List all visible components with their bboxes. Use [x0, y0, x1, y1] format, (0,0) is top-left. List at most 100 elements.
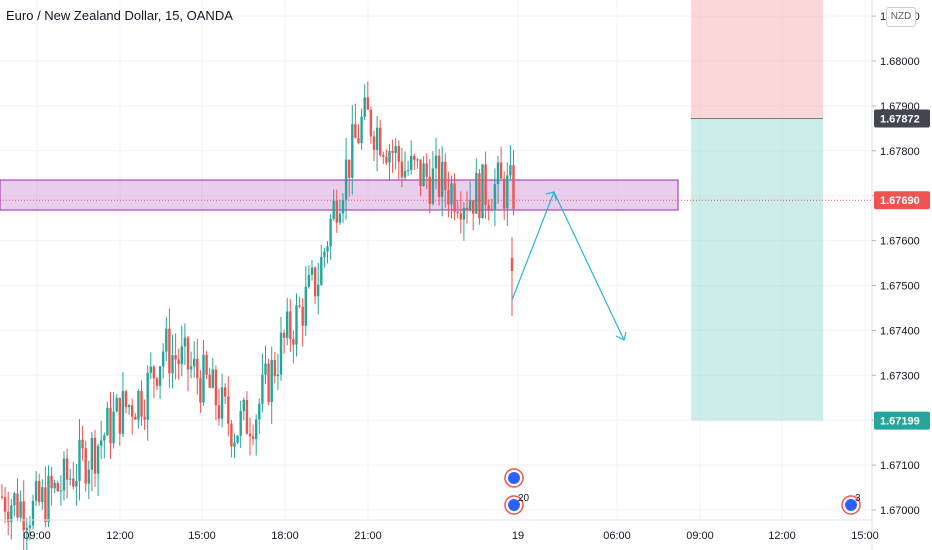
candle-body [103, 435, 106, 441]
candle-body [313, 267, 317, 297]
candle-body [304, 286, 307, 326]
x-tick-label: 15:00 [188, 530, 216, 542]
candle-body [100, 440, 103, 446]
candle-body [38, 481, 41, 503]
candle-body [233, 442, 236, 447]
candle-body [53, 482, 56, 489]
candle-body [208, 374, 211, 388]
candle-body [282, 332, 286, 338]
candle-body [509, 165, 512, 176]
candle-body [478, 173, 481, 219]
candle-body [199, 378, 202, 403]
candle-body [447, 189, 450, 205]
candle-body [394, 146, 397, 153]
candle-body [506, 175, 509, 209]
candle-body [416, 159, 419, 161]
event-markers: 20 3 [504, 468, 861, 515]
candle-body [351, 124, 354, 178]
candle-body [50, 475, 53, 489]
y-tick-label: 1.67300 [880, 370, 920, 382]
candle-body [335, 200, 338, 223]
candle-body [317, 284, 320, 297]
candle-body [354, 124, 357, 139]
candle-body [434, 155, 438, 169]
candle-body [220, 387, 224, 419]
price-label-box [874, 109, 930, 128]
candle-body [267, 363, 270, 403]
candle-body [255, 419, 258, 440]
candle-body [171, 355, 174, 374]
candle-body [425, 163, 428, 177]
candle-body [295, 305, 298, 345]
candle-body [56, 482, 59, 492]
candle-body [149, 366, 152, 373]
price-label-box [874, 191, 930, 210]
candle-body [468, 200, 472, 210]
candle-body [375, 127, 379, 150]
candle-body [127, 405, 131, 408]
candle-body [456, 211, 459, 214]
resistance-zone[interactable] [0, 179, 679, 211]
candle-body [96, 445, 100, 474]
candle-body [118, 397, 121, 434]
candle-body [217, 405, 221, 419]
candle-body [406, 170, 410, 172]
candle-body [152, 366, 156, 379]
candle-body [115, 397, 118, 412]
candle-body [193, 358, 196, 367]
candle-body [174, 355, 177, 360]
candle-body [168, 328, 171, 374]
candle-body [273, 359, 276, 377]
candle-body [344, 159, 348, 200]
candle-body [162, 351, 165, 367]
x-tick-label: 09:00 [23, 530, 51, 542]
candle-body [341, 199, 345, 214]
position-tool[interactable] [691, 0, 823, 421]
y-tick-label: 1.67600 [880, 236, 920, 248]
candle-body [202, 354, 205, 403]
candle-body [13, 493, 16, 506]
stop-zone [691, 118, 823, 421]
candle-body [332, 200, 335, 219]
x-tick-label: 09:00 [686, 530, 714, 542]
candle-body [413, 155, 416, 160]
candle-body [47, 475, 50, 522]
candle-body [158, 366, 162, 386]
zone-rect[interactable] [0, 179, 679, 211]
candle-body [258, 403, 261, 420]
x-tick-label: 21:00 [354, 530, 382, 542]
candle-body [410, 155, 413, 171]
candle-body [391, 151, 394, 153]
candle-body [84, 448, 87, 484]
candle-body [155, 378, 159, 386]
price-label: 1.67872 [880, 113, 920, 125]
candle-body [248, 433, 252, 437]
candle-body [230, 423, 233, 447]
candle-body [183, 337, 187, 347]
y-tick-label: 1.67000 [880, 505, 920, 517]
candle-body [444, 161, 447, 190]
y-tick-label: 1.67100 [880, 460, 920, 472]
candle-body [124, 391, 128, 408]
candle-body [487, 205, 490, 210]
price-label: 1.67199 [880, 416, 920, 428]
candle-body [236, 435, 239, 443]
candle-body [388, 151, 391, 163]
x-tick-label: 18:00 [271, 530, 299, 542]
candle-body [382, 154, 385, 157]
candle-body [93, 437, 97, 474]
projection-arrow[interactable] [511, 190, 627, 341]
currency-button[interactable]: NZD [886, 7, 916, 27]
candle-body [512, 165, 515, 209]
candle-body [69, 478, 72, 480]
candle-body [227, 396, 230, 424]
candle-body [385, 156, 388, 163]
candle-body [496, 162, 500, 185]
candle-body [214, 369, 218, 406]
candle-body [10, 505, 13, 522]
candle-body [338, 213, 342, 223]
candle-body [437, 155, 441, 197]
projection-path[interactable] [511, 190, 625, 341]
